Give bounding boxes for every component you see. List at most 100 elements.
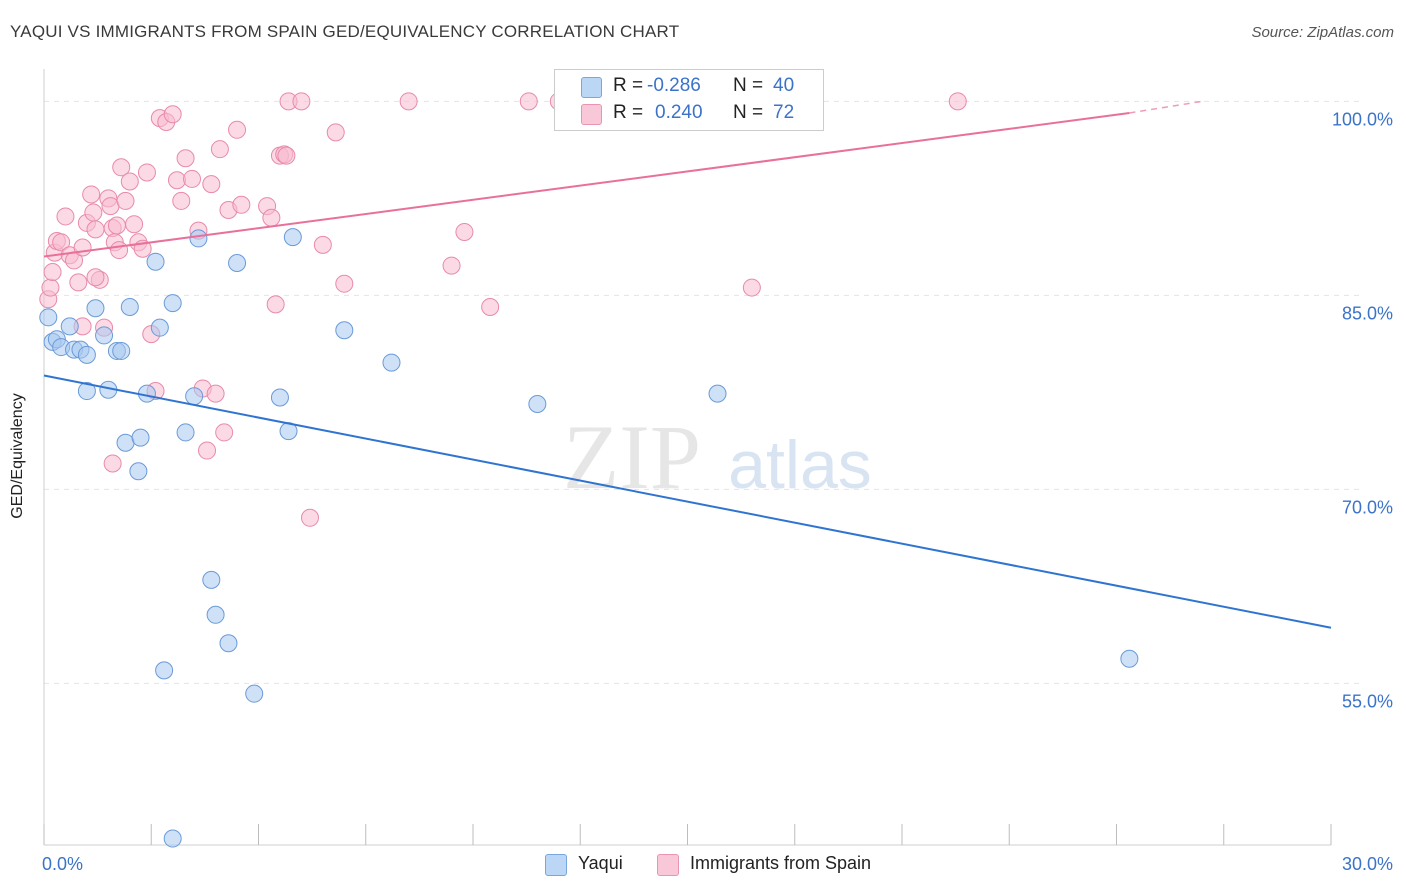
- spain-point: [101, 197, 120, 216]
- spain-point: [107, 216, 126, 235]
- spain-point: [292, 92, 311, 111]
- watermark: ZIP atlas: [563, 406, 872, 508]
- watermark-atlas: atlas: [728, 427, 872, 503]
- yaqui-point: [39, 308, 58, 327]
- spain-point: [137, 163, 156, 182]
- yaqui-point: [335, 321, 354, 340]
- spain-point: [519, 92, 538, 111]
- spain-point: [481, 297, 500, 316]
- yaqui-point: [60, 317, 79, 336]
- yaqui-point: [86, 299, 105, 318]
- spain-point: [52, 233, 71, 252]
- watermark-zip: ZIP: [563, 406, 701, 508]
- tick-labels: 100.0% 85.0% 70.0% 55.0% 0.0% 30.0%: [42, 109, 1393, 874]
- legend-r-value: -0.286: [647, 75, 701, 96]
- spain-point: [56, 207, 75, 226]
- yaqui-point: [708, 384, 727, 403]
- legend-row-yaqui: R = -0.286 N = 40: [555, 74, 823, 100]
- yaqui-point: [219, 634, 238, 653]
- spain-point: [442, 256, 461, 275]
- yaqui-point: [77, 382, 96, 401]
- spain-point: [172, 191, 191, 210]
- spain-point: [82, 185, 101, 204]
- correlation-legend: R = -0.286 N = 40 R = 0.240 N = 72: [554, 69, 824, 131]
- spain-point: [167, 171, 186, 190]
- spain-point: [742, 278, 761, 297]
- spain-trend-line: [43, 111, 1130, 258]
- trend-lines: [43, 100, 1332, 629]
- yaqui-point: [528, 394, 547, 413]
- spain-point: [125, 215, 144, 234]
- spain-point: [202, 175, 221, 194]
- spain-point: [210, 140, 229, 159]
- bottom-legend-yaqui: Yaqui: [545, 852, 645, 876]
- y-tick-label: 70.0%: [1342, 497, 1393, 517]
- spain-point: [262, 208, 281, 227]
- gridlines: [44, 100, 1361, 684]
- spain-point: [112, 158, 131, 177]
- bottom-legend-spain: Immigrants from Spain: [657, 852, 917, 876]
- y-tick-label: 55.0%: [1342, 691, 1393, 711]
- spain-point: [455, 222, 474, 241]
- yaqui-point: [163, 829, 182, 848]
- yaqui-point: [1120, 649, 1139, 668]
- spain-point: [215, 423, 234, 442]
- yaqui-point: [129, 462, 148, 481]
- yaqui-point: [131, 428, 150, 447]
- spain-point: [73, 238, 92, 257]
- yaqui-point: [202, 570, 221, 589]
- yaqui-point: [189, 229, 208, 248]
- yaqui-point: [77, 345, 96, 364]
- yaqui-point: [120, 297, 139, 316]
- legend-r-label: R =: [613, 75, 644, 96]
- yaqui-point: [206, 605, 225, 624]
- y-tick-label: 100.0%: [1332, 109, 1393, 129]
- yaqui-trend-line: [43, 374, 1332, 629]
- bottom-legend-swatch-yaqui: [545, 854, 567, 876]
- chart-title: YAQUI VS IMMIGRANTS FROM SPAIN GED/EQUIV…: [10, 22, 680, 41]
- legend-swatch-yaqui: [581, 77, 602, 98]
- yaqui-point: [155, 661, 174, 680]
- spain-point: [399, 92, 418, 111]
- source-credit: Source: ZipAtlas.com: [1251, 24, 1394, 41]
- spain-point: [335, 274, 354, 293]
- bottom-legend-swatch-spain: [657, 854, 679, 876]
- spain-point: [266, 295, 285, 314]
- legend-n-label: N =: [733, 102, 764, 123]
- legend-row-spain: R = 0.240 N = 72: [555, 101, 823, 127]
- yaqui-point: [112, 341, 131, 360]
- spain-point: [277, 146, 296, 165]
- spain-trend-line-extension: [1129, 100, 1203, 114]
- spain-point: [86, 268, 105, 287]
- yaqui-point: [176, 423, 195, 442]
- legend-swatch-spain: [581, 104, 602, 125]
- spain-point: [84, 203, 103, 222]
- spain-point: [300, 508, 319, 527]
- spain-point: [183, 169, 202, 188]
- yaqui-point: [185, 387, 204, 406]
- spain-point: [110, 241, 129, 260]
- yaqui-point: [228, 254, 247, 272]
- x-tick-label: 30.0%: [1342, 854, 1393, 874]
- spain-point: [120, 172, 139, 191]
- yaqui-point: [150, 318, 169, 337]
- x-tick-label: 0.0%: [42, 854, 83, 874]
- yaqui-point: [270, 388, 289, 407]
- yaqui-point: [116, 433, 135, 452]
- spain-point: [116, 191, 135, 210]
- yaqui-point: [283, 228, 302, 247]
- spain-point: [176, 149, 195, 168]
- spain-point: [69, 273, 88, 292]
- spain-point: [103, 454, 122, 473]
- spain-point: [228, 120, 247, 139]
- spain-point: [198, 441, 217, 460]
- y-tick-label: 85.0%: [1342, 303, 1393, 323]
- yaqui-point: [245, 684, 264, 703]
- yaqui-point: [146, 252, 165, 271]
- yaqui-point: [163, 294, 182, 313]
- spain-point: [326, 123, 345, 142]
- spain-point: [41, 278, 60, 297]
- legend-n-label: N =: [733, 75, 764, 96]
- spain-point: [43, 263, 62, 282]
